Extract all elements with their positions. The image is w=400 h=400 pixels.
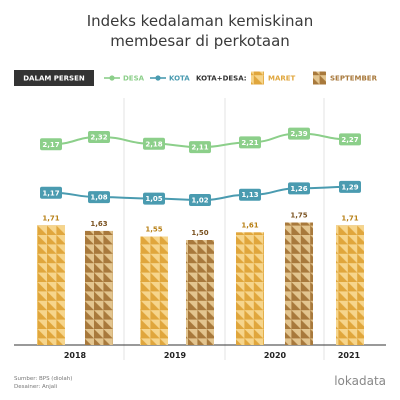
x-tick-label: 2018 xyxy=(64,351,87,360)
bar-value-label: 1,71 xyxy=(341,214,358,222)
kota-value-label: 1,13 xyxy=(241,191,258,199)
x-tick-label: 2019 xyxy=(164,351,187,360)
bar-value-label: 1,61 xyxy=(241,221,258,229)
legend-kota-label: KOTA xyxy=(169,75,190,83)
desa-value-label: 2,27 xyxy=(341,136,358,144)
desa-value-label: 2,21 xyxy=(241,139,258,147)
legend-combined-label: KOTA+DESA: xyxy=(196,75,247,83)
desa-point xyxy=(239,136,261,149)
kota-value-label: 1,26 xyxy=(290,185,307,193)
desa-point xyxy=(288,127,310,140)
kota-point xyxy=(40,186,62,199)
desa-value-label: 2,32 xyxy=(90,133,107,141)
chart-title-line2: membesar di perkotaan xyxy=(110,32,290,50)
source-note: Sumber: BPS (diolah) xyxy=(14,376,72,382)
bar-maret xyxy=(37,225,65,345)
kota-value-label: 1,17 xyxy=(42,189,59,197)
kota-point xyxy=(339,180,361,193)
desa-value-label: 2,11 xyxy=(191,144,208,152)
legend: DALAM PERSEN DESA KOTA KOTA+DESA: MARET … xyxy=(14,70,386,86)
desa-point xyxy=(339,133,361,146)
desa-point xyxy=(40,138,62,151)
bar-value-label: 1,50 xyxy=(191,229,208,237)
desa-value-label: 2,39 xyxy=(290,130,307,138)
chart-title-line1: Indeks kedalaman kemiskinan xyxy=(87,12,314,30)
desa-point xyxy=(143,137,165,150)
kota-value-label: 1,05 xyxy=(145,195,162,203)
bar-september xyxy=(285,222,313,345)
bar-september xyxy=(186,240,214,345)
kota-value-label: 1,02 xyxy=(191,197,208,205)
kota-point xyxy=(143,192,165,205)
x-tick-label: 2020 xyxy=(264,351,287,360)
desa-value-label: 2,17 xyxy=(42,141,59,149)
unit-badge xyxy=(14,70,94,86)
bar-maret xyxy=(140,236,168,345)
bar-september xyxy=(85,230,113,345)
kota-point xyxy=(189,194,211,207)
bar-value-label: 1,55 xyxy=(145,226,162,234)
legend-desa-marker xyxy=(109,75,115,81)
desa-point xyxy=(189,141,211,154)
bar-value-label: 1,71 xyxy=(42,214,59,222)
x-tick-label: 2021 xyxy=(338,351,361,360)
kota-point xyxy=(288,182,310,195)
bar-value-label: 1,75 xyxy=(290,212,307,220)
brand-logo: lokadata xyxy=(334,374,386,388)
bar-maret xyxy=(336,225,364,345)
kota-value-label: 1,29 xyxy=(341,183,358,191)
legend-kota-marker xyxy=(155,75,161,81)
legend-maret-label: MARET xyxy=(268,75,296,83)
legend-september-swatch xyxy=(313,71,326,85)
unit-label: DALAM PERSEN xyxy=(23,75,85,83)
designer-note: Desainer: Anjali xyxy=(14,384,58,390)
kota-value-label: 1,08 xyxy=(90,194,107,202)
plot-area: 2018 2019 2020 2021 1,71 1,63 1,55 1,50 1,61 1,75… xyxy=(14,98,386,360)
bar-value-label: 1,63 xyxy=(90,220,107,228)
kota-point xyxy=(88,191,110,204)
legend-desa-label: DESA xyxy=(123,75,145,83)
bar-maret xyxy=(236,232,264,345)
legend-september-label: SEPTEMBER xyxy=(330,75,378,83)
desa-point xyxy=(88,130,110,143)
desa-value-label: 2,18 xyxy=(145,140,162,148)
legend-maret-swatch xyxy=(251,71,264,85)
kota-point xyxy=(239,188,261,201)
